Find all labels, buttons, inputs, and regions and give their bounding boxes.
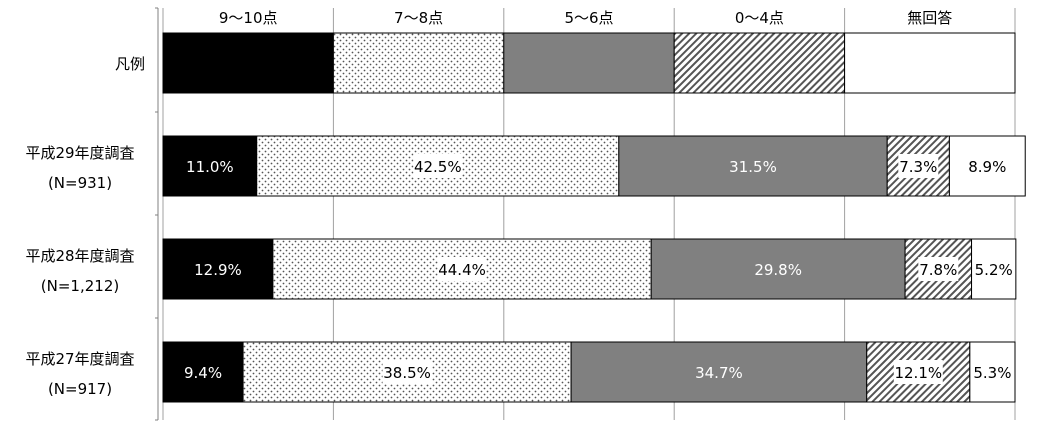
- legend-swatch-2: [332, 32, 505, 94]
- bars-layer: [162, 32, 1026, 403]
- legend-label-4: 0～4点: [735, 9, 784, 27]
- data-label-row1-series4: 7.3%: [899, 158, 937, 176]
- data-label-row1-series1: 11.0%: [186, 158, 234, 176]
- legend-label-2: 7～8点: [394, 9, 443, 27]
- category-label-3-line2: (N=917): [48, 380, 112, 398]
- legend-swatch-4: [673, 32, 846, 94]
- data-label-bg-row2-series2: [437, 257, 487, 281]
- category-label-2-line2: (N=1,212): [41, 277, 119, 295]
- category-label-3-line1: 平成27年度調査: [25, 350, 134, 368]
- bar-row1-series5: [948, 135, 1026, 197]
- legend-swatch-1: [162, 32, 334, 94]
- bar-row3-series3: [570, 341, 868, 403]
- bar-row3-series5: [969, 341, 1016, 403]
- data-label-row1-series5: 8.9%: [968, 158, 1006, 176]
- bar-row3-series1: [162, 341, 244, 403]
- bar-row1-series3: [618, 135, 888, 197]
- data-label-row1-series2: 42.5%: [414, 158, 462, 176]
- data-label-bg-row1-series2: [413, 154, 463, 178]
- data-label-bg-row2-series4: [918, 257, 959, 281]
- data-label-row2-series1: 12.9%: [194, 261, 242, 279]
- data-label-row3-series1: 9.4%: [184, 364, 222, 382]
- legend-row-label: 凡例: [115, 55, 145, 73]
- legend-swatch-3: [503, 32, 675, 94]
- legend-swatch-5: [844, 32, 1016, 94]
- bar-row2-series3: [650, 238, 906, 300]
- category-label-1-line1: 平成29年度調査: [25, 144, 134, 162]
- data-label-bg-row3-series2: [382, 360, 432, 384]
- bar-row2-series1: [162, 238, 274, 300]
- legend-label-3: 5～6点: [564, 9, 613, 27]
- category-label-1-line2: (N=931): [48, 174, 112, 192]
- data-label-bg-row1-series4: [898, 154, 939, 178]
- data-label-row2-series4: 7.8%: [919, 261, 957, 279]
- legend-label-1: 9～10点: [219, 9, 278, 27]
- category-label-2-line1: 平成28年度調査: [25, 247, 134, 265]
- legend-label-5: 無回答: [907, 9, 952, 27]
- data-label-bg-row3-series4: [893, 360, 943, 384]
- data-label-row3-series4: 12.1%: [894, 364, 942, 382]
- data-label-row3-series3: 34.7%: [695, 364, 743, 382]
- data-label-row3-series2: 38.5%: [383, 364, 431, 382]
- data-label-row2-series3: 29.8%: [754, 261, 802, 279]
- data-label-row2-series2: 44.4%: [438, 261, 486, 279]
- bar-row1-series1: [162, 135, 258, 197]
- bar-row2-series5: [971, 238, 1017, 300]
- data-label-row2-series5: 5.2%: [975, 261, 1013, 279]
- data-label-row3-series5: 5.3%: [973, 364, 1011, 382]
- data-label-row1-series3: 31.5%: [729, 158, 777, 176]
